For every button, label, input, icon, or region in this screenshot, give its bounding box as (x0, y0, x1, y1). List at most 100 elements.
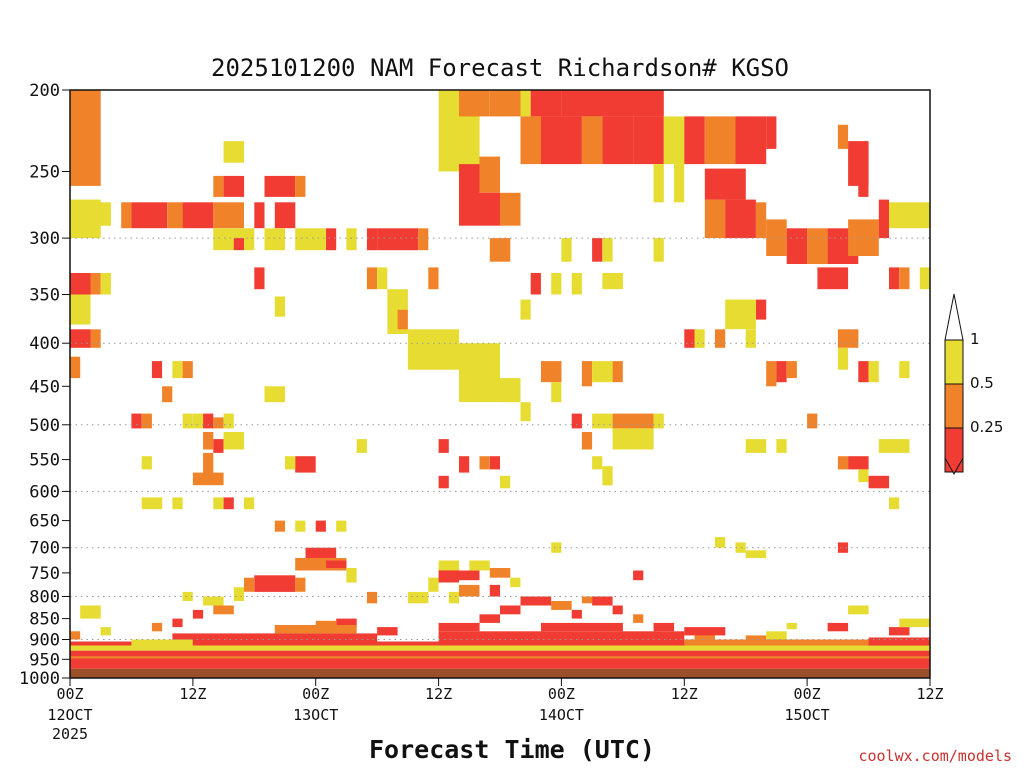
y-axis: 200 250 300 350 400 450 500 550 600 650 700 750 8008… (19, 81, 70, 689)
ri-cell (653, 622, 675, 632)
plot-frame (69, 89, 931, 679)
ri-cell (776, 439, 787, 453)
ri-cell (889, 497, 900, 510)
ri-cell (479, 614, 500, 623)
ri-cell (571, 273, 582, 295)
ri-cell (172, 361, 183, 379)
ri-cell (684, 639, 930, 646)
ri-cell (694, 329, 705, 348)
ri-cell (837, 329, 859, 348)
y-tick-label: 700 (29, 539, 60, 559)
x-tick-label: 12Z (425, 685, 452, 703)
y-tick-label: 750 (29, 564, 60, 584)
ri-cell (776, 361, 787, 383)
x-tick-date: 14OCT (539, 706, 584, 724)
ri-cell (581, 596, 593, 604)
ri-cell (172, 618, 183, 628)
ri-cell (500, 475, 511, 489)
ground-shading (70, 668, 930, 678)
ri-cell (70, 90, 101, 186)
y-tick-label: 900 (29, 631, 60, 651)
ri-cell (735, 116, 767, 165)
ri-cell (407, 591, 429, 604)
x-tick-date: 12OCT (47, 706, 92, 724)
ri-cell (315, 520, 326, 532)
ri-cell (295, 228, 326, 251)
ri-cell (459, 570, 480, 581)
ri-cell (561, 238, 572, 262)
ri-cell (167, 202, 183, 229)
ri-cell (213, 417, 224, 429)
ri-cell (244, 577, 255, 592)
ri-cell (848, 456, 869, 470)
y-tick-label: 400 (29, 334, 60, 354)
ri-cell (878, 439, 910, 453)
ri-cell (653, 413, 664, 429)
ri-cell (377, 228, 419, 251)
ri-cell (182, 591, 193, 601)
ri-cell (141, 456, 152, 470)
y-tick-label: 800 (29, 588, 60, 608)
y-tick-label: 250 (29, 163, 60, 183)
ri-cell (745, 635, 767, 644)
ri-cell (756, 202, 767, 239)
ri-cell (837, 347, 849, 370)
legend-swatch (944, 339, 964, 385)
ri-cell (786, 622, 797, 630)
ri-cell (541, 622, 623, 632)
ri-cell (745, 439, 767, 453)
ri-cell (70, 329, 91, 348)
ri-cell (520, 299, 531, 320)
ri-cell (274, 296, 285, 317)
ri-cell (592, 238, 603, 262)
ri-cell (459, 164, 480, 203)
ri-cell (868, 361, 879, 383)
ri-cell (592, 596, 613, 606)
ri-cell (807, 413, 818, 429)
ri-cell (868, 637, 930, 646)
ri-cell (530, 273, 541, 295)
ri-cell (479, 456, 490, 470)
ri-cell (141, 497, 163, 510)
ri-cell (571, 609, 582, 619)
y-tick-label: 300 (29, 229, 60, 249)
ri-cell (612, 428, 654, 450)
ri-cell (203, 413, 214, 429)
ri-cell (131, 413, 142, 429)
ri-cell (459, 90, 490, 117)
x-tick-label: 12Z (179, 685, 206, 703)
ri-cell (203, 452, 214, 476)
ri-cell (520, 116, 541, 165)
x-tick-label: 00Z (548, 685, 575, 703)
ri-cell (438, 622, 480, 632)
ri-cell (70, 650, 930, 669)
ri-cell (633, 614, 644, 623)
ri-cell (192, 609, 204, 619)
ri-cell (377, 627, 398, 636)
ri-cell (530, 90, 562, 117)
x-tick-date: 13OCT (293, 706, 338, 724)
ri-cell (581, 432, 593, 450)
ri-cell (489, 456, 500, 470)
y-tick-label: 650 (29, 512, 60, 532)
ri-cell (70, 273, 91, 295)
ri-cell (295, 175, 306, 197)
y-tick-label: 550 (29, 451, 60, 471)
ri-cell (80, 202, 111, 226)
ri-cell (459, 456, 470, 473)
ri-cell (397, 309, 408, 330)
ri-cell (274, 202, 296, 229)
x-axis-label: Forecast Time (UTC) (369, 735, 655, 764)
ri-cell (100, 273, 111, 295)
ri-cell (459, 584, 480, 597)
ri-cell (612, 605, 623, 615)
ri-cell (889, 202, 930, 229)
ri-cell (807, 228, 828, 264)
ri-cell (489, 584, 500, 597)
ri-cell (254, 575, 296, 592)
ri-cell (745, 550, 767, 558)
ri-cell (510, 577, 521, 588)
gridlines (70, 237, 930, 640)
ri-cell (70, 631, 81, 640)
ri-cell (500, 605, 521, 615)
